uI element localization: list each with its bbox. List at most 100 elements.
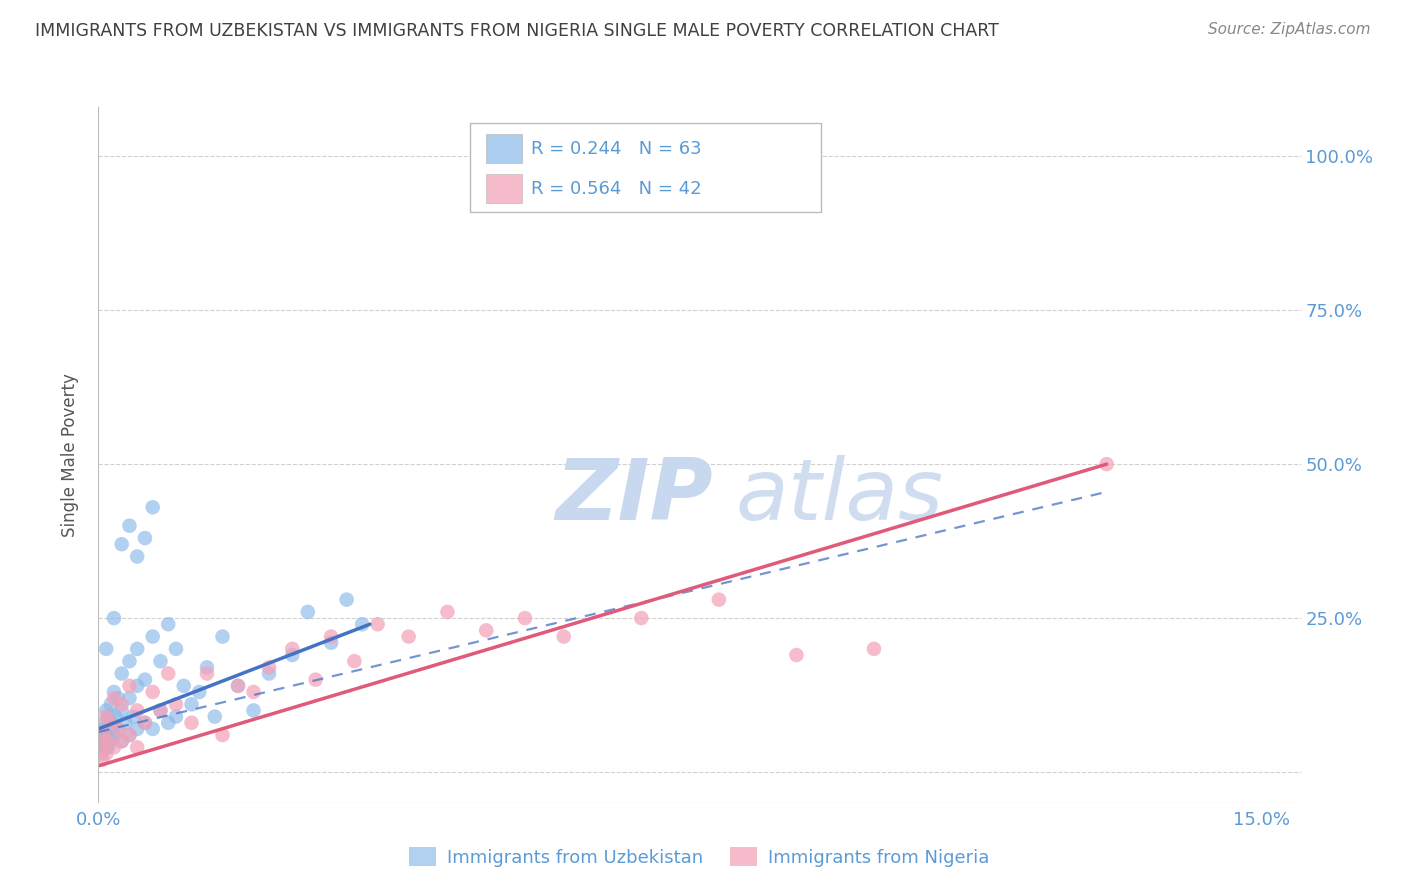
Point [91,740,114,755]
Point [111,698,134,712]
Point [103,685,125,699]
Point [142,630,165,644]
Point [134,531,156,545]
Point [257,666,280,681]
Point [97,740,120,755]
Point [204,709,226,723]
Point [475,624,498,638]
Point [114,715,136,730]
Point [436,605,458,619]
Point [111,537,134,551]
Point [127,679,149,693]
Y-axis label: Single Male Poverty: Single Male Poverty [60,373,79,537]
Point [118,654,141,668]
Point [103,611,125,625]
Point [103,740,125,755]
Point [96,747,118,761]
Text: atlas: atlas [735,455,943,538]
Point [122,709,145,723]
Point [165,709,187,723]
Point [98,734,121,748]
Point [96,703,118,717]
Point [91,728,114,742]
Point [118,728,141,742]
Point [1095,457,1118,471]
Point [165,641,187,656]
Text: ZIP: ZIP [555,455,713,538]
Point [105,722,128,736]
Point [863,641,886,656]
Point [242,703,264,717]
Point [96,641,118,656]
Point [111,734,134,748]
Point [89,734,111,748]
Point [281,641,304,656]
Point [111,734,134,748]
Point [118,679,141,693]
Point [134,715,156,730]
Point [97,734,120,748]
Point [103,691,125,706]
Point [195,660,218,674]
Point [226,679,249,693]
Point [100,698,122,712]
Point [96,740,118,755]
Point [107,691,129,706]
Point [336,592,359,607]
Point [319,630,342,644]
Point [180,715,202,730]
Point [195,666,218,681]
Point [297,605,319,619]
Point [118,728,141,742]
Point [103,728,125,742]
Point [118,691,141,706]
Point [98,715,121,730]
Point [101,715,124,730]
Point [304,673,326,687]
Text: R = 0.244   N = 63: R = 0.244 N = 63 [530,139,702,158]
Text: Source: ZipAtlas.com: Source: ZipAtlas.com [1208,22,1371,37]
Point [127,549,149,564]
Point [180,698,202,712]
Point [707,592,730,607]
Point [96,728,118,742]
Point [96,709,118,723]
Point [398,630,420,644]
Point [107,722,129,736]
Point [93,728,115,742]
Point [111,703,134,717]
Point [93,734,115,748]
Point [352,617,374,632]
Point [188,685,211,699]
Point [157,666,180,681]
Point [142,722,165,736]
Point [90,740,112,755]
Point [343,654,366,668]
Point [785,648,807,662]
Point [281,648,304,662]
Point [173,679,195,693]
Point [242,685,264,699]
Point [134,673,156,687]
Point [127,740,149,755]
Point [127,641,149,656]
Point [367,617,389,632]
Point [211,630,233,644]
Point [98,722,121,736]
Point [94,715,117,730]
Point [513,611,536,625]
Point [104,709,127,723]
Point [149,654,172,668]
Point [226,679,249,693]
Text: IMMIGRANTS FROM UZBEKISTAN VS IMMIGRANTS FROM NIGERIA SINGLE MALE POVERTY CORREL: IMMIGRANTS FROM UZBEKISTAN VS IMMIGRANTS… [35,22,1000,40]
Point [97,709,120,723]
Point [630,611,652,625]
Point [157,715,180,730]
Point [257,660,280,674]
Point [553,630,575,644]
Point [319,636,342,650]
Point [134,715,156,730]
Point [118,518,141,533]
Point [127,722,149,736]
Point [149,703,172,717]
